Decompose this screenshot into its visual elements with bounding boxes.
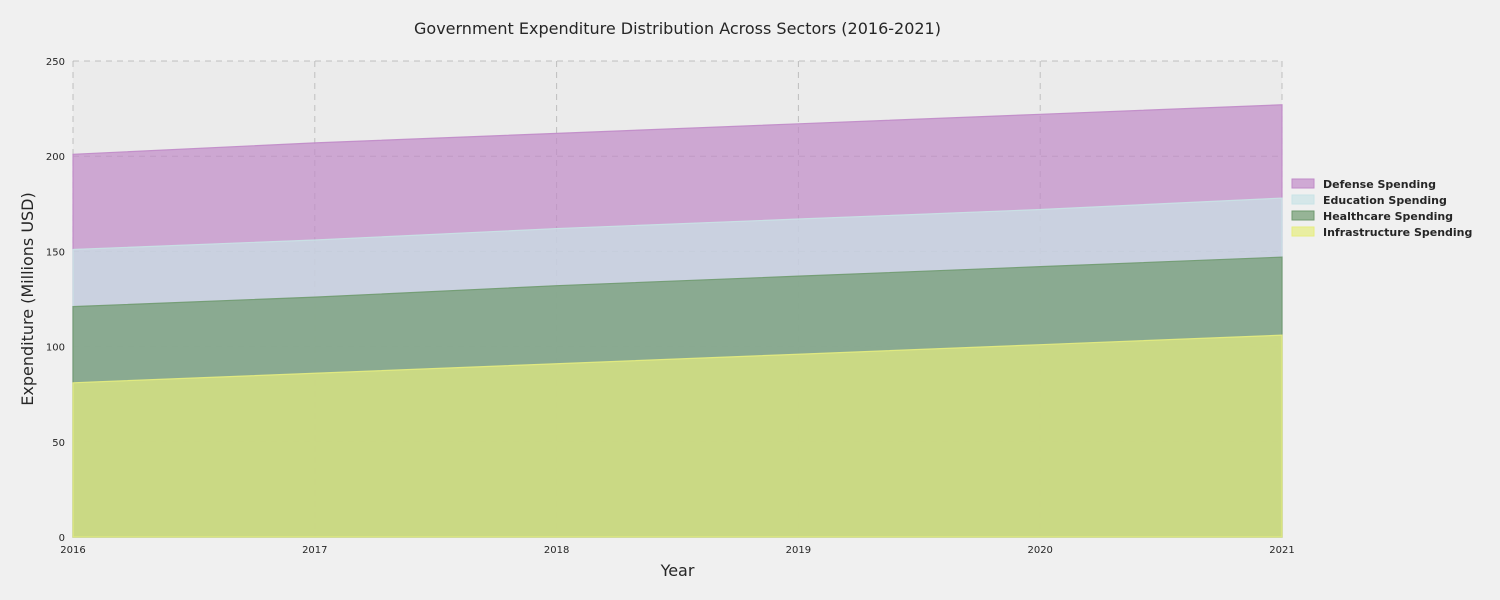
education-spending-legend-label: Education Spending xyxy=(1323,194,1447,207)
legend: Defense Spending Education Spending Health… xyxy=(1291,178,1472,239)
y-tick-label: 0 xyxy=(59,533,65,544)
education-spending-legend-swatch xyxy=(1291,194,1315,205)
infrastructure-spending-legend-swatch xyxy=(1291,226,1315,237)
y-tick-label: 150 xyxy=(46,247,65,258)
x-axis-label: Year xyxy=(660,561,695,580)
infrastructure-spending-area xyxy=(72,334,1283,538)
y-tick-label: 250 xyxy=(46,57,65,68)
x-tick-label: 2021 xyxy=(1269,545,1294,556)
x-tick-label: 2017 xyxy=(302,545,327,556)
y-tick-label: 100 xyxy=(46,343,65,354)
x-tick-label: 2018 xyxy=(544,545,569,556)
y-axis-label: Expenditure (Millions USD) xyxy=(18,192,37,406)
y-tick-label: 200 xyxy=(46,152,65,163)
area-series xyxy=(72,104,1283,538)
defense-spending-legend-label: Defense Spending xyxy=(1323,178,1436,191)
healthcare-spending-legend-label: Healthcare Spending xyxy=(1323,210,1453,223)
axis-ticks: 0 50 100 150 200 250 2016 2017 2018 2019 2020 2021 xyxy=(46,57,1295,556)
x-tick-label: 2019 xyxy=(786,545,811,556)
chart-title: Government Expenditure Distribution Acro… xyxy=(414,19,941,38)
infrastructure-spending-legend-label: Infrastructure Spending xyxy=(1323,226,1472,239)
y-tick-label: 50 xyxy=(52,438,65,449)
x-tick-label: 2020 xyxy=(1027,545,1052,556)
x-tick-label: 2016 xyxy=(60,545,85,556)
healthcare-spending-legend-swatch xyxy=(1291,210,1315,221)
defense-spending-legend-swatch xyxy=(1291,178,1315,189)
